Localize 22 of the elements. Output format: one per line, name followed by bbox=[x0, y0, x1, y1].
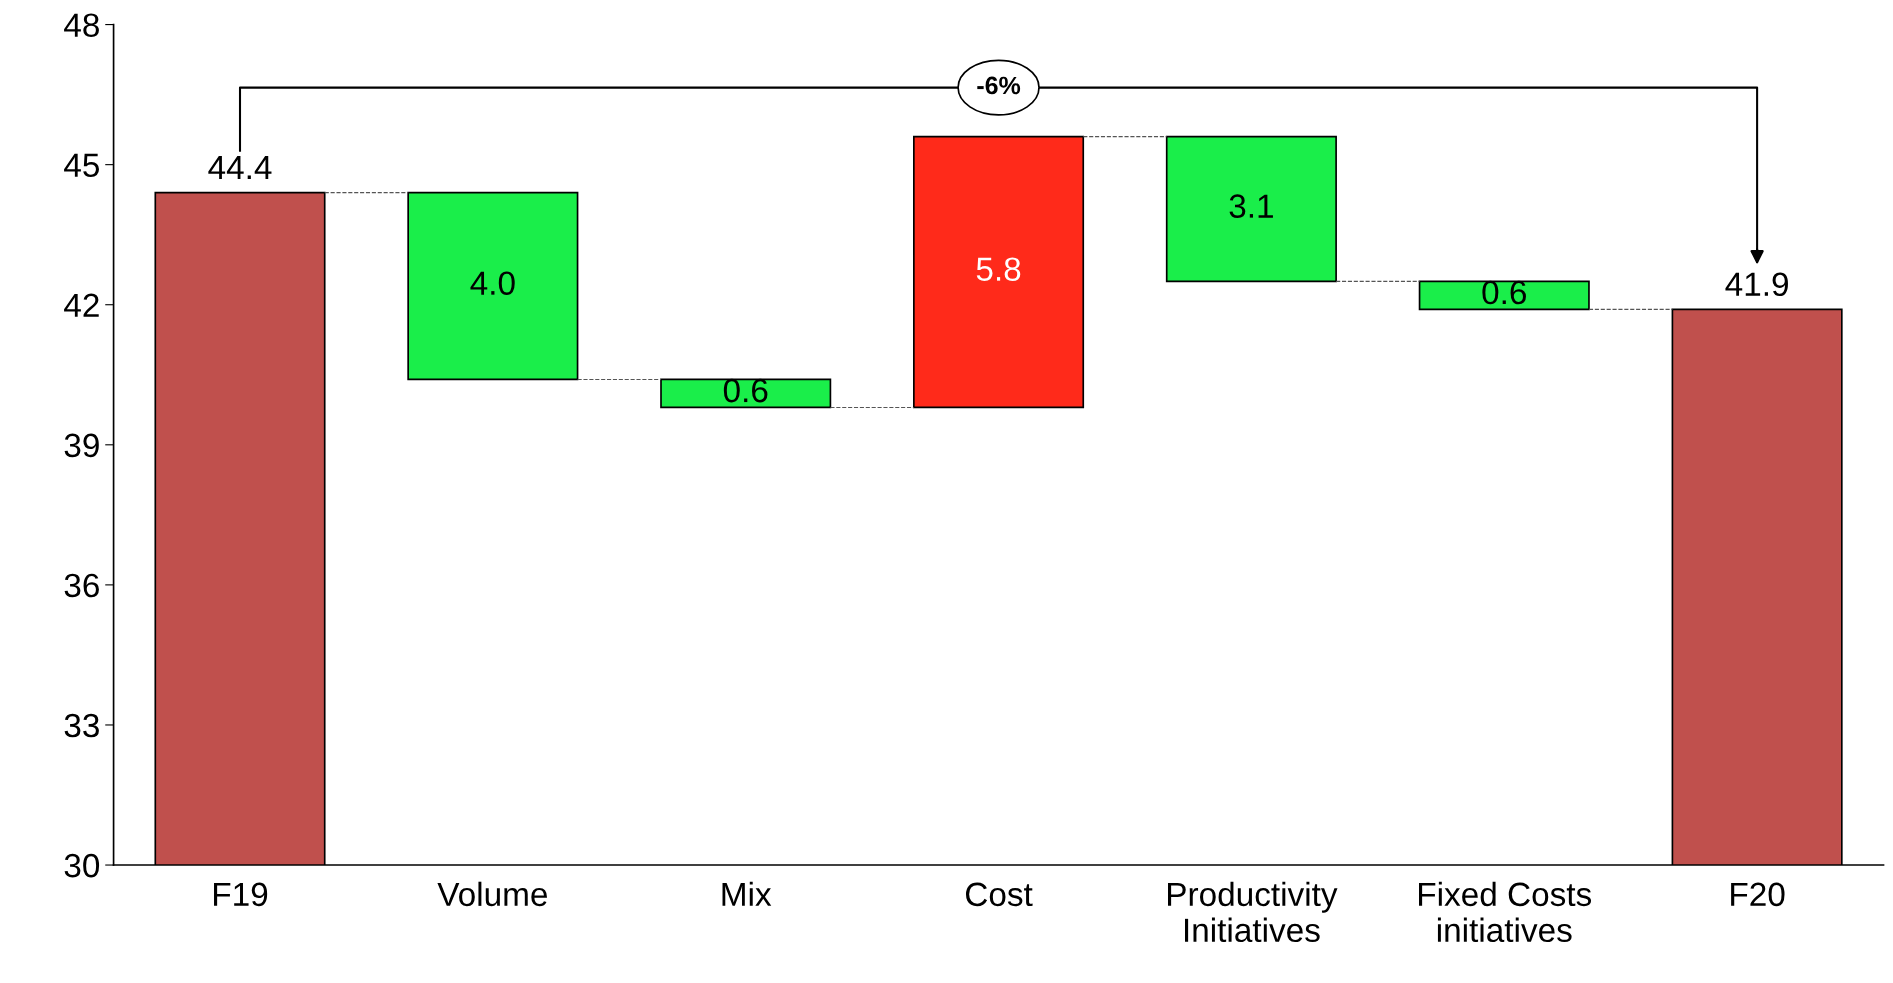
y-tick-label: 45 bbox=[64, 153, 99, 178]
y-tick-label: 48 bbox=[64, 13, 99, 37]
data-label: 0.6 bbox=[723, 378, 768, 403]
x-tick-label: Volume bbox=[437, 881, 547, 907]
x-tick-label: F20 bbox=[1731, 882, 1785, 907]
x-tick-label: Cost bbox=[965, 882, 1033, 907]
y-tick-label: 36 bbox=[64, 573, 99, 598]
data-label: 0.6 bbox=[1482, 280, 1526, 305]
y-tick-label: 39 bbox=[64, 433, 99, 458]
annotation: -6% bbox=[977, 76, 1021, 95]
data-label: 3.1 bbox=[1229, 194, 1273, 218]
data-label: 4.0 bbox=[470, 271, 515, 295]
data-label: 44.4 bbox=[208, 156, 272, 180]
x-tick-label: Fixed Costs initiatives bbox=[1419, 881, 1592, 943]
data-label: 5.8 bbox=[976, 257, 1021, 281]
x-tick-label: Productivity Initiatives bbox=[1168, 881, 1338, 943]
y-tick-label: 42 bbox=[64, 293, 99, 317]
y-tick-label: 30 bbox=[64, 853, 100, 878]
data-label: 41.9 bbox=[1725, 272, 1788, 297]
x-tick-label: Mix bbox=[722, 881, 772, 906]
x-tick-label: F19 bbox=[214, 882, 268, 907]
y-tick-label: 33 bbox=[64, 713, 99, 738]
